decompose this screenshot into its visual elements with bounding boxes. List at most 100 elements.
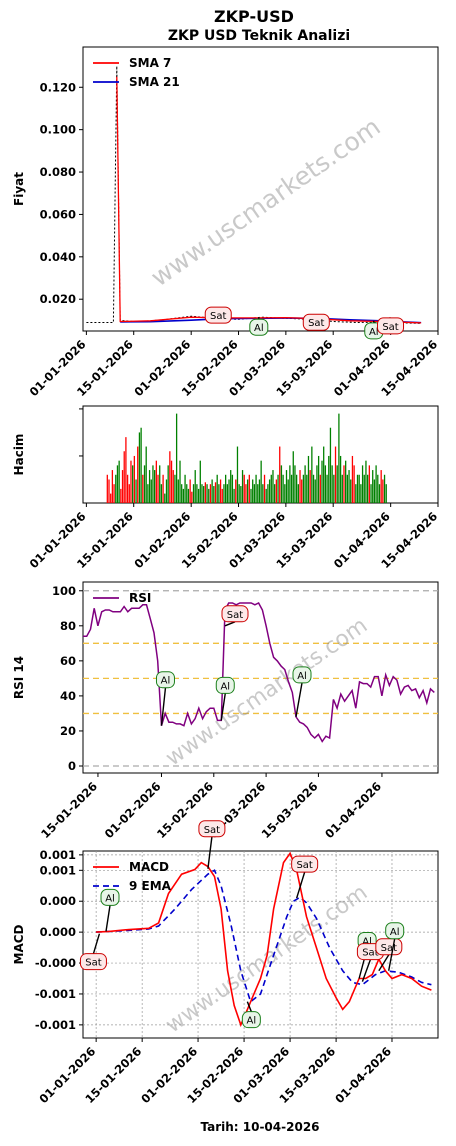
macd-signal-label: Sat	[381, 943, 397, 954]
volume-bar	[204, 482, 207, 503]
volume-bar	[196, 484, 198, 503]
volume-bar	[297, 484, 299, 503]
macd-sell-signal	[375, 938, 403, 956]
macd-signal-label: Sat	[85, 958, 101, 969]
volume-panel: 01-01-202615-01-202601-02-202615-02-2026…	[12, 405, 440, 571]
volume-bar	[355, 484, 357, 503]
volume-bar	[155, 460, 157, 503]
volume-bar	[148, 470, 151, 503]
volume-bar	[275, 479, 278, 503]
volume-bar	[126, 474, 129, 503]
chart-subtitle: ZKP USD Teknik Analizi	[168, 28, 350, 44]
rsi-y-tick-label: 0	[68, 759, 76, 773]
price-y-tick-label: 0.020	[40, 292, 76, 306]
volume-bar	[285, 470, 288, 503]
volume-bar	[238, 484, 240, 503]
volume-bar	[329, 427, 332, 503]
volume-bar	[181, 484, 183, 503]
volume-bar	[351, 455, 354, 503]
price-y-tick-label: 0.060	[40, 207, 76, 221]
macd-series-line	[96, 851, 432, 1028]
macd-signal-arrow	[246, 1001, 253, 1012]
volume-bar	[287, 479, 289, 503]
volume-bar	[142, 474, 144, 503]
volume-bar	[377, 474, 379, 503]
volume-bar	[214, 482, 217, 503]
volume-bar	[172, 470, 174, 503]
volume-bar	[252, 479, 254, 503]
volume-bar	[270, 474, 272, 503]
volume-bar	[302, 474, 305, 503]
volume-bar	[211, 479, 213, 503]
macd-x-tick-label: 01-04-2026	[332, 1044, 394, 1106]
volume-bar	[284, 484, 286, 503]
volume-bar	[260, 460, 262, 503]
volume-bar	[317, 455, 320, 503]
volume-bar	[324, 465, 327, 503]
volume-bar	[258, 479, 261, 503]
volume-bar	[226, 484, 228, 503]
macd-signal-label: Al	[105, 893, 115, 904]
macd-y-tick-label: 0.001	[40, 863, 76, 877]
volume-bar	[159, 465, 161, 503]
volume-bar	[186, 484, 188, 503]
volume-bar	[152, 465, 154, 503]
volume-bar	[311, 446, 313, 503]
volume-bar	[179, 460, 181, 503]
price-y-tick-label: 0.100	[40, 123, 76, 137]
macd-signal-label: Sat	[204, 825, 220, 836]
volume-bar	[309, 470, 311, 503]
volume-bar	[323, 446, 325, 503]
volume-bar	[289, 465, 291, 503]
volume-bar	[350, 479, 352, 503]
volume-bar	[115, 474, 117, 503]
ema9-series-line	[96, 869, 432, 1004]
volume-bar	[167, 465, 169, 503]
price-legend-label: SMA 7	[129, 56, 171, 70]
volume-bar	[373, 479, 376, 503]
volume-bar	[223, 484, 225, 503]
rsi-series-line	[83, 602, 435, 743]
price-buy-signal	[249, 318, 269, 336]
volume-bar	[213, 486, 215, 503]
volume-bar	[253, 484, 256, 503]
volume-bar	[375, 465, 377, 503]
rsi-x-tick-label: 01-04-2026	[322, 779, 384, 841]
macd-buy-signal	[241, 1011, 261, 1029]
price-y-tick-label: 0.040	[40, 250, 76, 264]
volume-bar	[263, 474, 266, 503]
macd-signal-label: Sat	[362, 948, 378, 959]
volume-bar	[157, 474, 159, 503]
volume-bar	[110, 493, 112, 503]
rsi-signal-arrow	[224, 621, 236, 627]
volume-bar	[292, 451, 294, 503]
macd-signal-arrow	[361, 959, 372, 982]
volume-bar	[250, 488, 252, 503]
price-signal-label: Al	[254, 323, 264, 334]
rsi-y-tick-label: 80	[60, 619, 76, 633]
rsi-buy-signal	[215, 676, 235, 694]
volume-bar	[138, 432, 141, 503]
volume-bar	[219, 479, 222, 503]
volume-bar	[370, 484, 372, 503]
x-axis-date-label: Tarih: 10-04-2026	[200, 1120, 319, 1134]
volume-bar	[385, 484, 387, 503]
volume-bar	[272, 470, 274, 503]
macd-signal-label: Al	[362, 937, 372, 948]
volume-bar	[336, 465, 338, 503]
volume-bar	[120, 488, 122, 503]
macd-signal-arrow	[92, 933, 101, 954]
volume-bar	[358, 474, 360, 503]
volume-bar	[265, 488, 267, 503]
volume-bar	[290, 474, 293, 503]
volume-bar	[304, 465, 306, 503]
macd-y-tick-label: -0.000	[35, 956, 76, 970]
volume-bar	[125, 437, 127, 503]
volume-bar	[277, 474, 279, 503]
macd-signal-arrow	[378, 954, 390, 972]
rsi-x-tick-label: 15-03-2026	[259, 779, 321, 841]
volume-bar	[360, 484, 362, 503]
rsi-buy-signal	[155, 671, 175, 689]
volume-bar	[130, 460, 132, 503]
volume-bar	[140, 427, 142, 503]
